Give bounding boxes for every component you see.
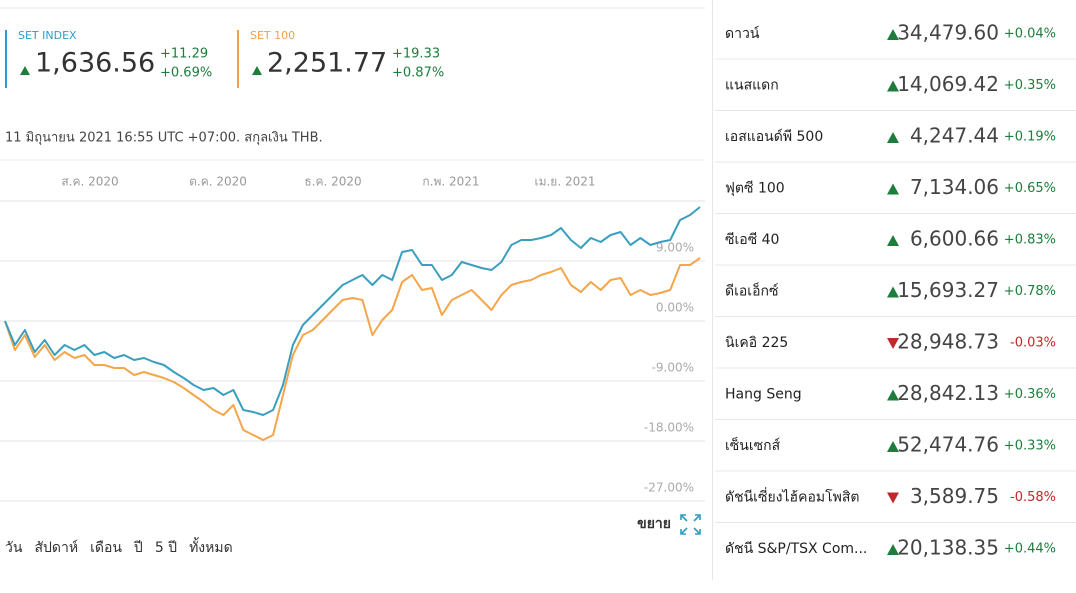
market-change: -0.58% [1010,490,1056,505]
market-value: 15,693.27 [897,278,999,302]
market-name: แนสแดก [725,78,779,94]
market-row[interactable]: Hang Seng 28,842.13 +0.36% [715,381,1076,420]
market-value: 28,842.13 [897,381,999,405]
series-line [4,257,701,441]
y-tick-label: 9.00% [656,241,694,255]
market-change: +0.04% [1004,27,1056,42]
market-change: +0.78% [1004,284,1056,299]
market-row[interactable]: ดัชนี S&P/TSX Com... 20,138.35 +0.44% [725,536,1056,560]
up-arrow [887,80,899,92]
period-button[interactable]: ปี [133,540,142,556]
market-row[interactable]: แนสแดก 14,069.42 +0.35% [715,72,1076,111]
period-button[interactable]: วัน [5,540,23,556]
market-change: +0.33% [1004,439,1056,454]
up-arrow [887,286,899,298]
up-arrow [887,132,899,143]
market-value: 14,069.42 [897,72,999,96]
expand-button[interactable]: ขยาย [637,514,701,535]
index-color-bar [237,30,239,88]
down-arrow [887,338,899,349]
market-change: +0.65% [1004,181,1056,196]
market-name: ดัชนีเซี่ยงไฮ้คอมโพสิต [725,488,859,506]
timestamp: 11 มิถุนายน 2021 16:55 UTC +07:00. สกุลเ… [5,131,323,146]
market-value: 3,589.75 [910,484,999,508]
up-arrow [887,544,899,555]
index-change-pct: +0.69% [160,66,212,81]
up-arrow [887,29,899,40]
market-name: ดัชนี S&P/TSX Com... [725,541,867,557]
market-value: 28,948.73 [897,330,999,354]
market-row[interactable]: ดาวน์ 34,479.60 +0.04% [715,21,1076,60]
market-row[interactable]: ดีเอเอ็กซ์ 15,693.27 +0.78% [715,278,1076,317]
up-arrow [887,183,899,195]
up-arrow [887,441,899,452]
up-arrow [887,389,899,401]
y-tick-label: -18.00% [644,421,694,435]
x-tick-label: เม.ย. 2021 [534,175,595,189]
x-tick-label: ก.พ. 2021 [422,175,479,189]
market-row[interactable]: ดัชนีเซี่ยงไฮ้คอมโพสิต 3,589.75 -0.58% [715,484,1076,523]
y-tick-label: -9.00% [652,361,694,375]
index-change: +11.29 [160,47,208,62]
expand-label[interactable]: ขยาย [637,516,671,532]
market-row[interactable]: ฟุตซี 100 7,134.06 +0.65% [715,175,1076,214]
x-tick-label: ต.ค. 2020 [189,175,247,189]
market-change: +0.35% [1004,78,1056,93]
market-row[interactable]: เซ็นเซกส์ 52,474.76 +0.33% [715,433,1076,472]
market-name: Hang Seng [725,387,802,403]
period-button[interactable]: 5 ปี [155,540,177,556]
expand-icon [680,514,701,535]
index-change: +19.33 [392,47,440,62]
x-tick-label: ธ.ค. 2020 [304,175,361,189]
market-name: เซ็นเซกส์ [725,436,781,454]
market-name: เอสแอนด์พี 500 [725,128,823,145]
market-value: 4,247.44 [910,124,999,148]
index-value: 2,251.77 [267,48,387,79]
up-arrow [252,66,262,75]
market-row[interactable]: นิเคอิ 225 28,948.73 -0.03% [715,330,1076,369]
market-name: ดาวน์ [725,25,760,42]
up-arrow [20,66,30,75]
index-name: SET INDEX [18,29,77,42]
market-value: 20,138.35 [897,536,999,560]
market-row[interactable]: ซีเอซี 40 6,600.66 +0.83% [715,227,1076,266]
y-tick-label: 0.00% [656,301,694,315]
market-change: -0.03% [1010,336,1056,351]
market-name: ฟุตซี 100 [725,181,785,197]
market-row[interactable]: เอสแอนด์พี 500 4,247.44 +0.19% [715,124,1076,163]
market-change: +0.83% [1004,233,1056,248]
market-value: 34,479.60 [897,21,999,45]
index-name: SET 100 [250,29,295,42]
index-color-bar [5,30,7,88]
period-button[interactable]: ทั้งหมด [189,537,233,556]
market-name: ซีเอซี 40 [725,232,779,248]
market-value: 6,600.66 [910,227,999,251]
market-change: +0.19% [1004,130,1056,145]
y-tick-label: -27.00% [644,481,694,495]
market-value: 52,474.76 [897,433,999,457]
series-line [4,206,701,416]
index-value: 1,636.56 [35,48,155,79]
period-button[interactable]: เดือน [90,540,122,556]
up-arrow [887,235,899,246]
market-name: ดีเอเอ็กซ์ [725,282,778,300]
down-arrow [887,492,899,504]
index-change-pct: +0.87% [392,66,444,81]
market-change: +0.36% [1004,387,1056,402]
period-button[interactable]: สัปดาห์ [34,539,78,556]
x-tick-label: ส.ค. 2020 [61,175,118,189]
market-value: 7,134.06 [910,175,999,199]
market-change: +0.44% [1004,542,1056,557]
market-name: นิเคอิ 225 [725,335,788,351]
